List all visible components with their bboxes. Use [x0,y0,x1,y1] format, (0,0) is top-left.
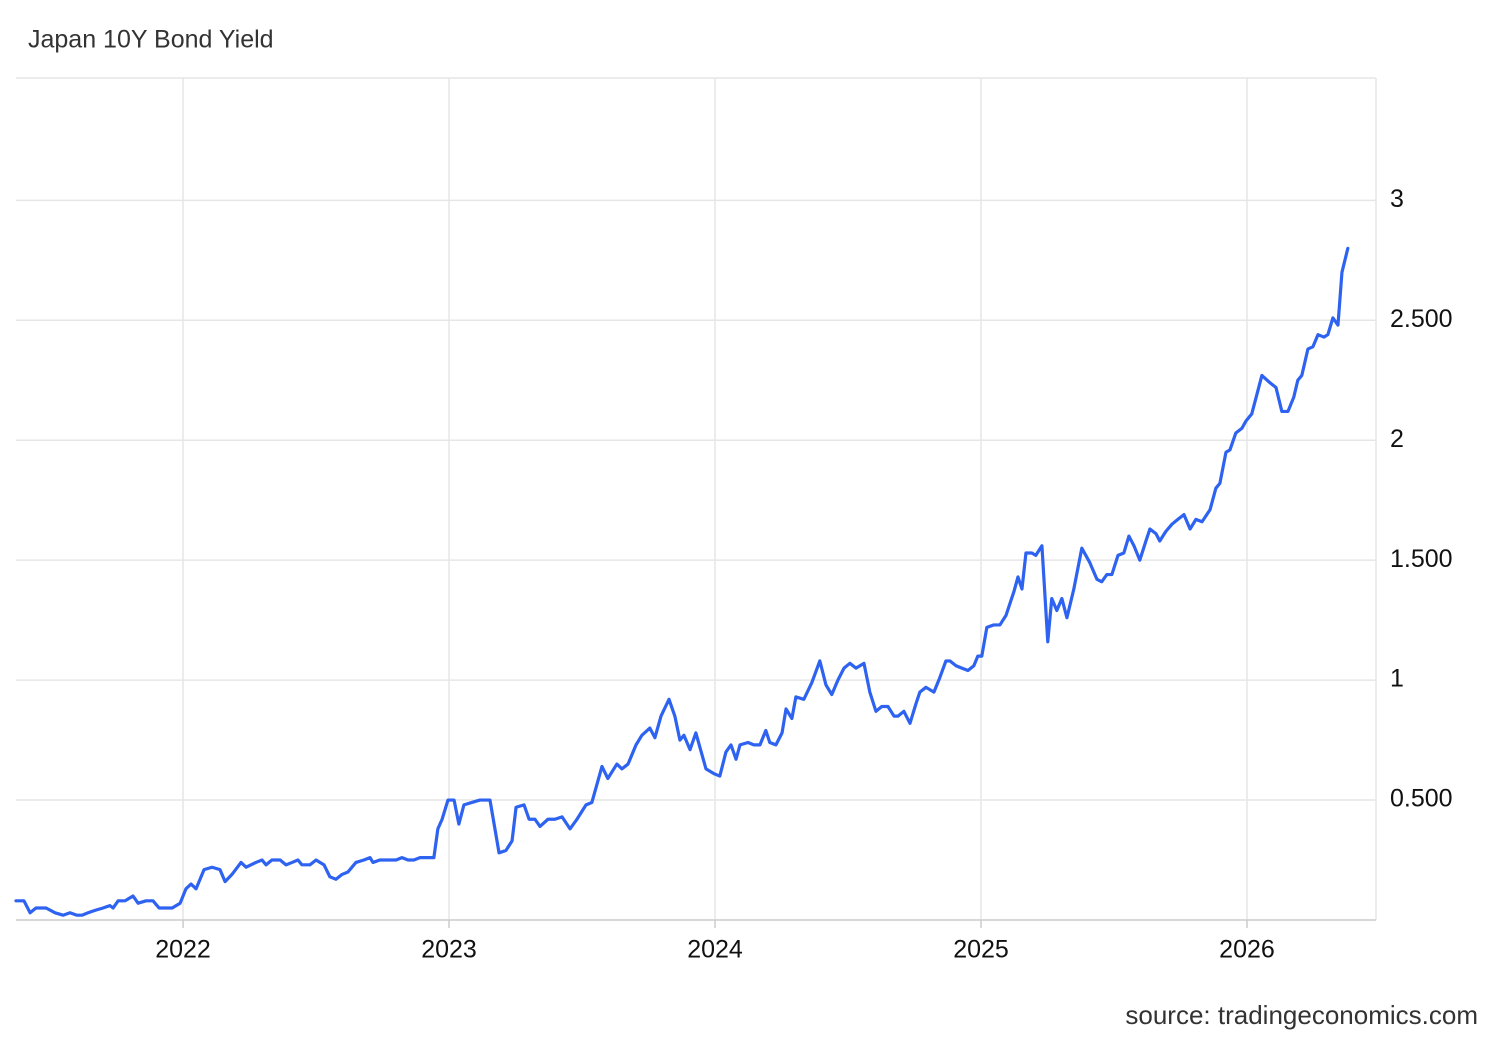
source-note: source: tradingeconomics.com [1125,1000,1478,1030]
y-tick-label: 1.500 [1390,545,1453,573]
x-tick-label: 2026 [1219,936,1275,964]
x-tick-label: 2023 [421,936,477,964]
y-tick-label: 2.500 [1390,305,1453,333]
x-tick-label: 2025 [953,936,1009,964]
y-tick-label: 1 [1390,665,1404,693]
chart-title: Japan 10Y Bond Yield [28,26,274,54]
y-tick-label: 3 [1390,185,1404,213]
y-tick-label: 0.500 [1390,785,1453,813]
x-tick-label: 2022 [155,936,211,964]
y-tick-label: 2 [1390,425,1404,453]
data-line [14,246,1350,917]
x-tick-label: 2024 [687,936,743,964]
